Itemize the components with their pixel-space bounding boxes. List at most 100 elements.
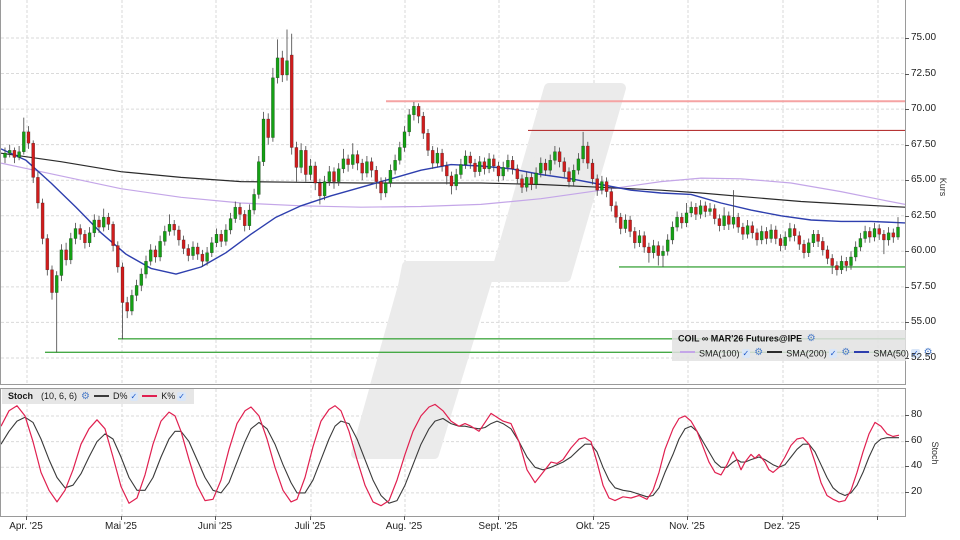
candle-body bbox=[628, 219, 632, 232]
sma50-visibility-checkbox[interactable]: ✓ bbox=[910, 348, 920, 358]
candle-body bbox=[553, 151, 557, 161]
price-tick-label: 70.00 bbox=[911, 103, 937, 115]
sma100-gear-icon[interactable]: ⚙ bbox=[754, 347, 764, 359]
candle-body bbox=[501, 167, 505, 177]
month-label: Sept. '25 bbox=[478, 521, 518, 532]
axis-tick bbox=[905, 215, 909, 217]
sma100-label: SMA(100) bbox=[699, 348, 740, 359]
price-tick-label: 52.50 bbox=[911, 351, 937, 363]
candle-body bbox=[233, 206, 238, 219]
candle-body bbox=[811, 233, 816, 244]
candle-body bbox=[210, 242, 214, 253]
candle-body bbox=[548, 160, 552, 171]
watermark-logo bbox=[351, 389, 460, 459]
candle-body bbox=[463, 155, 468, 165]
candle-body bbox=[482, 161, 487, 170]
candle-body bbox=[567, 171, 571, 182]
candle-body bbox=[407, 114, 411, 133]
sma200-visibility-checkbox[interactable]: ✓ bbox=[828, 348, 838, 358]
month-label: Aug. '25 bbox=[385, 521, 423, 532]
candle-body bbox=[694, 206, 698, 215]
candle-body bbox=[247, 209, 252, 226]
axis-tick bbox=[593, 516, 594, 520]
candle-body bbox=[872, 228, 877, 238]
candle-body bbox=[543, 162, 548, 171]
candle-body bbox=[299, 150, 303, 168]
price-tick-label: 60.00 bbox=[911, 245, 937, 257]
candle-body bbox=[727, 215, 731, 225]
candle-body bbox=[280, 57, 285, 76]
price-tick-label: 67.50 bbox=[911, 138, 937, 150]
candle-body bbox=[853, 246, 858, 258]
candle-body bbox=[308, 165, 313, 175]
sma-line bbox=[1, 152, 905, 208]
candle-body bbox=[868, 231, 872, 238]
candle-body bbox=[83, 233, 87, 244]
stochastic-panel bbox=[0, 388, 906, 517]
candle-body bbox=[534, 172, 538, 185]
price-tick-label: 55.00 bbox=[911, 316, 937, 328]
candle-body bbox=[3, 152, 7, 158]
candle-body bbox=[402, 131, 407, 148]
stoch-k-visibility-checkbox[interactable]: ✓ bbox=[177, 392, 186, 402]
candle-body bbox=[750, 225, 755, 234]
stoch-params: (10, 6, 6) bbox=[41, 391, 78, 402]
candle-body bbox=[557, 151, 562, 162]
candle-body bbox=[54, 275, 59, 293]
candle-body bbox=[393, 160, 397, 171]
stochastic-svg bbox=[1, 389, 905, 516]
candle-body bbox=[106, 216, 111, 225]
candle-body bbox=[92, 219, 97, 234]
candle-body bbox=[586, 145, 590, 164]
candle-body bbox=[59, 249, 64, 276]
candle-body bbox=[45, 238, 50, 271]
candle-body bbox=[219, 233, 223, 242]
candle-body bbox=[788, 228, 792, 238]
candle-body bbox=[275, 57, 280, 79]
axis-tick bbox=[905, 144, 909, 146]
candle-body bbox=[144, 261, 148, 275]
candle-body bbox=[327, 171, 332, 182]
candle-body bbox=[22, 131, 26, 153]
candle-body bbox=[806, 242, 811, 253]
candle-body bbox=[383, 182, 388, 194]
candle-body bbox=[844, 261, 849, 266]
month-label: Apr. '25 bbox=[9, 521, 43, 532]
candle-body bbox=[120, 266, 125, 303]
price-tick-label: 65.00 bbox=[911, 174, 937, 186]
candle-body bbox=[365, 161, 369, 174]
candle-body bbox=[539, 162, 543, 174]
stoch-gear-icon[interactable]: ⚙ bbox=[81, 391, 91, 403]
candle-body bbox=[191, 246, 195, 256]
settings-gear-icon[interactable]: ⚙ bbox=[806, 332, 816, 344]
candle-body bbox=[510, 160, 515, 170]
candle-body bbox=[675, 216, 679, 228]
candle-body bbox=[341, 158, 346, 170]
candle-body bbox=[26, 131, 31, 144]
candle-body bbox=[12, 150, 17, 158]
candle-body bbox=[600, 181, 604, 191]
price-axis-caption: Kurs bbox=[938, 177, 948, 197]
axis-tick bbox=[121, 516, 122, 520]
candle-body bbox=[825, 249, 830, 259]
sma50-gear-icon[interactable]: ⚙ bbox=[923, 347, 933, 359]
candle-body bbox=[830, 258, 834, 266]
candle-body bbox=[741, 226, 745, 235]
candle-body bbox=[877, 228, 881, 235]
candle-body bbox=[36, 177, 40, 204]
candle-body bbox=[177, 229, 181, 241]
price-tick-label: 62.50 bbox=[911, 209, 937, 221]
candle-body bbox=[153, 249, 158, 258]
candle-body bbox=[797, 235, 802, 245]
candle-body bbox=[755, 232, 759, 241]
candle-body bbox=[717, 218, 722, 226]
stoch-d-visibility-checkbox[interactable]: ✓ bbox=[129, 392, 139, 402]
stochastic-legend: Stoch (10, 6, 6) ⚙ D% ✓ K% ✓ bbox=[2, 389, 194, 404]
sma100-visibility-checkbox[interactable]: ✓ bbox=[741, 348, 751, 358]
candle-body bbox=[778, 238, 783, 246]
candle-body bbox=[87, 232, 92, 244]
candle-body bbox=[562, 161, 567, 172]
axis-tick bbox=[905, 251, 909, 253]
sma200-gear-icon[interactable]: ⚙ bbox=[841, 347, 851, 359]
